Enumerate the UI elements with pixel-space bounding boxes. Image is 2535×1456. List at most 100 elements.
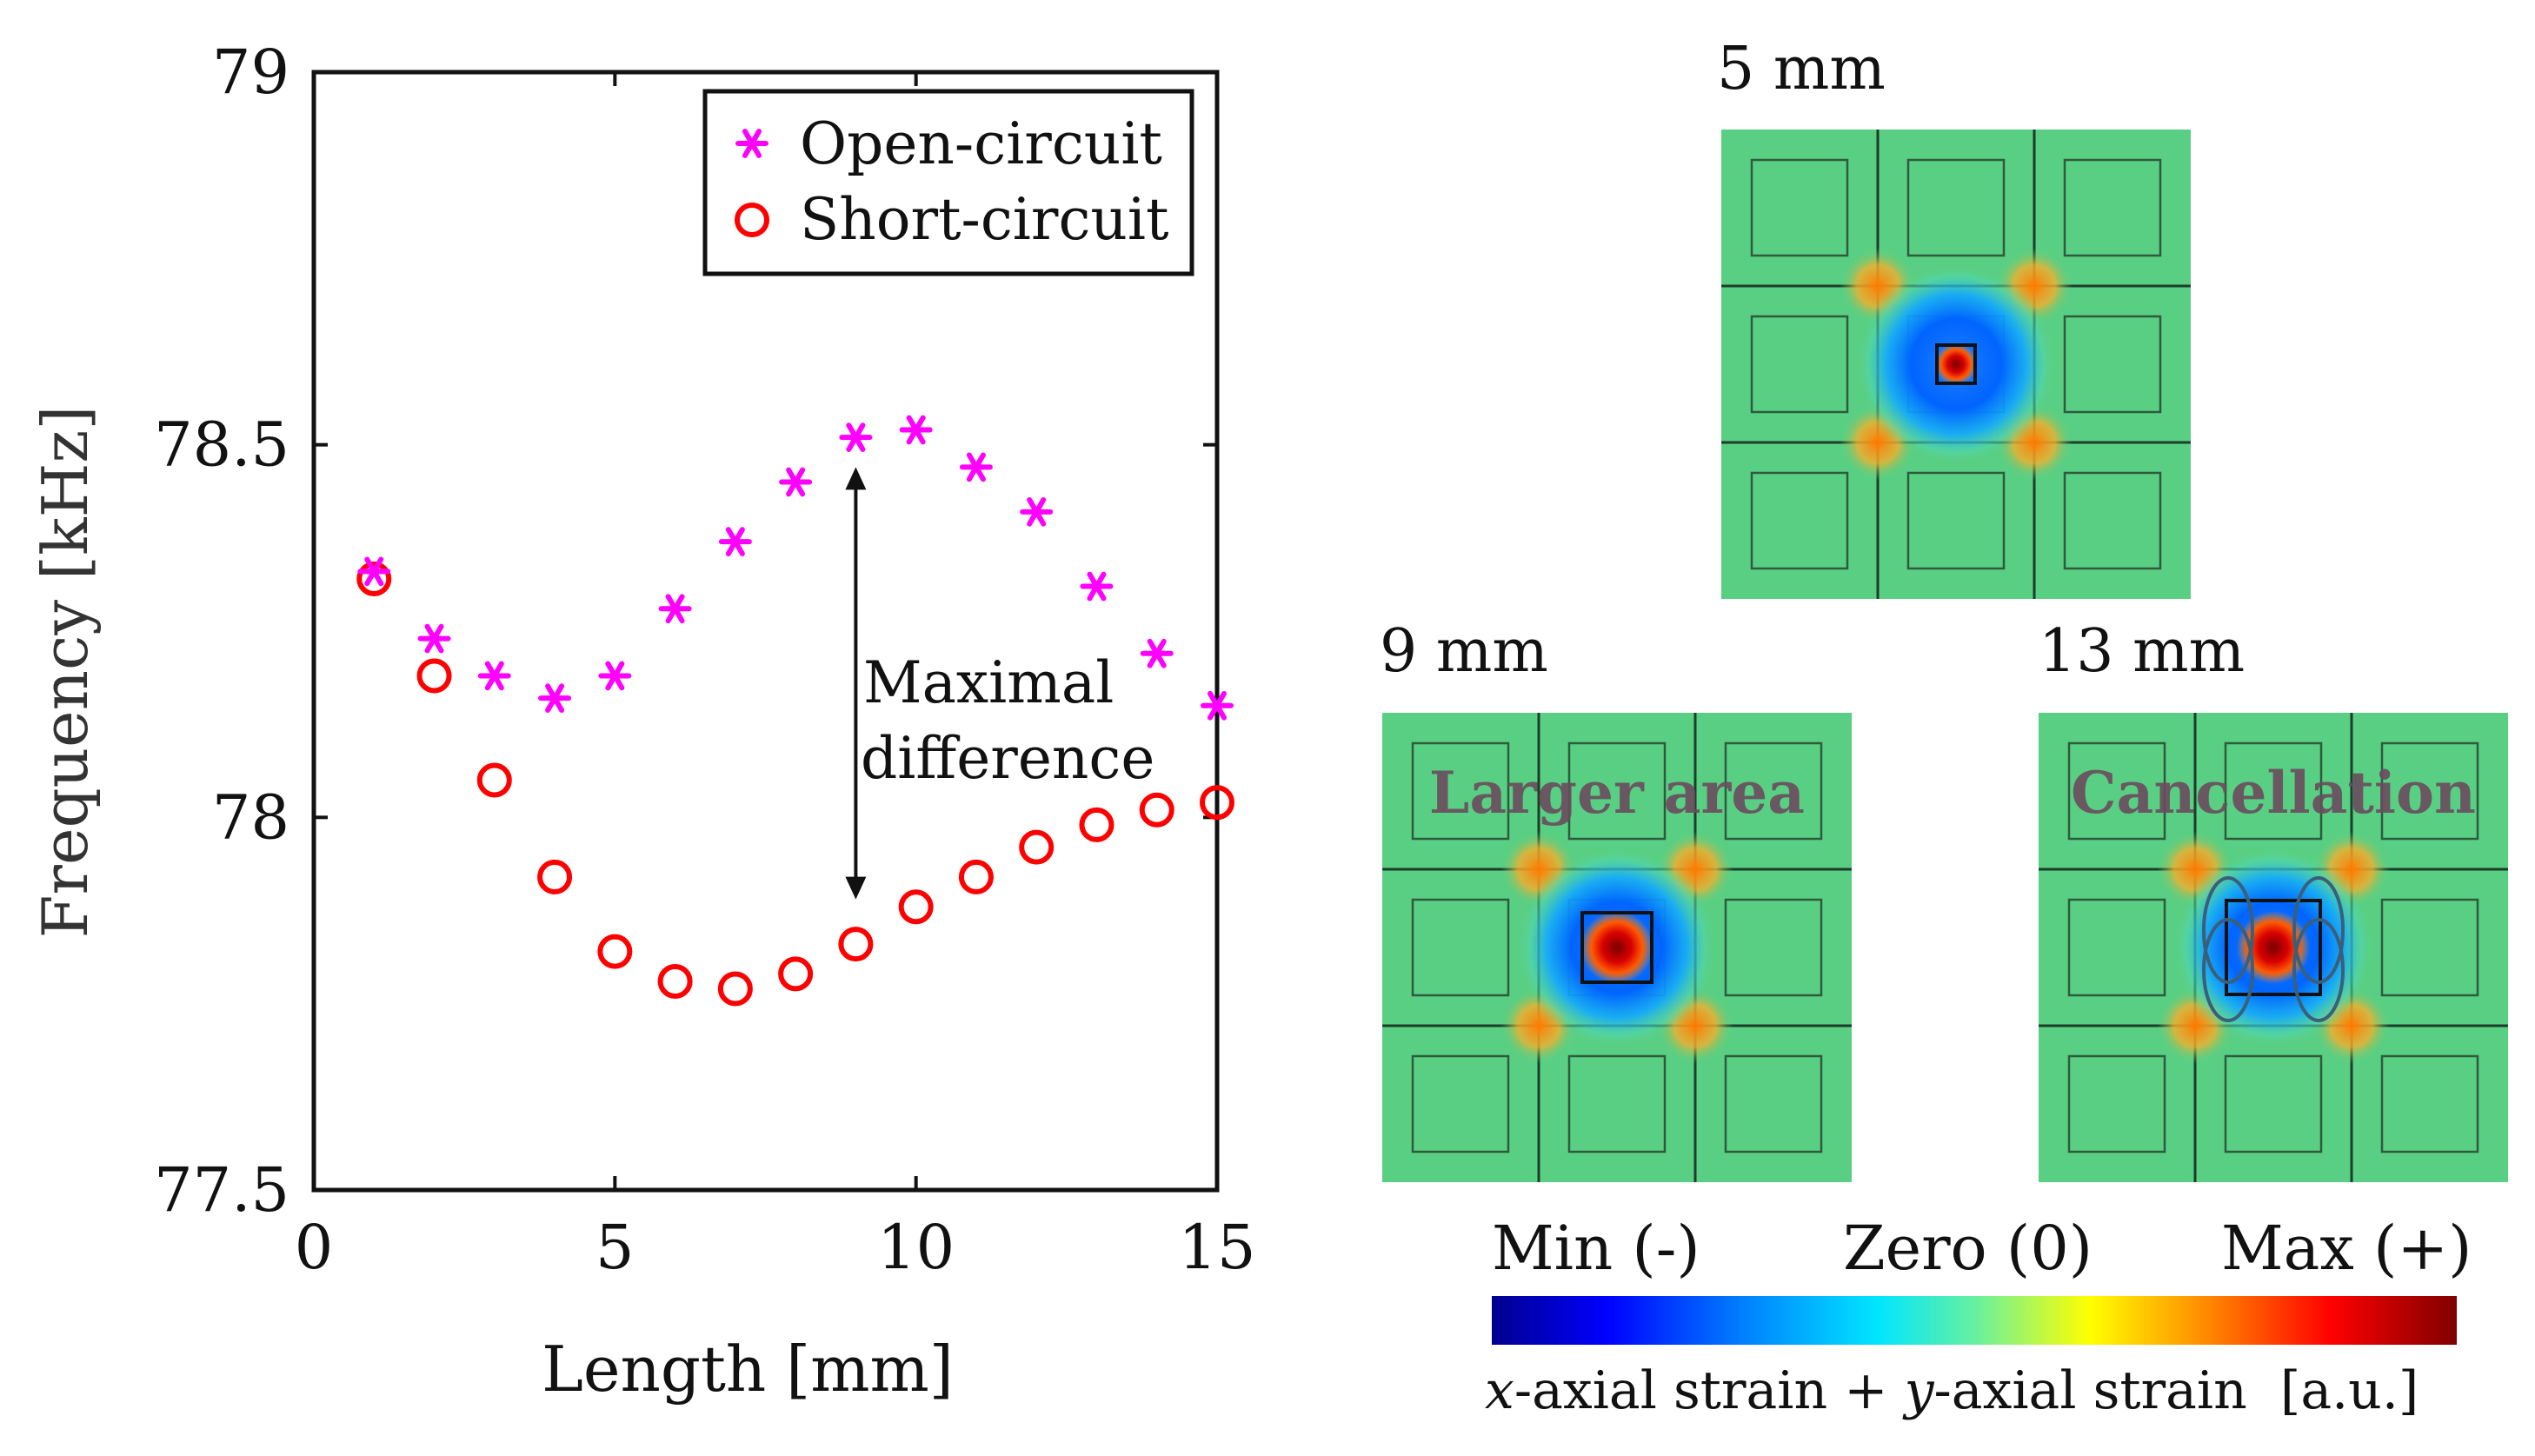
cell-electrode	[2380, 898, 2479, 997]
x-tick-label: 10	[877, 1212, 955, 1283]
strain-map-5mm	[1721, 130, 2191, 599]
cell-electrode	[1411, 898, 1510, 997]
legend-symbol-open	[735, 129, 768, 158]
colorbar-max-label: Max (+)	[2221, 1213, 2472, 1284]
open-circuit-point	[658, 594, 692, 624]
cell-electrode	[1724, 898, 1823, 997]
open-circuit-point	[417, 623, 451, 654]
short-circuit-point	[597, 934, 633, 969]
open-circuit-point	[959, 452, 993, 482]
cell-electrode	[1567, 1054, 1667, 1153]
cell-electrode	[2380, 741, 2479, 841]
legend: Open-circuit Short-circuit	[702, 89, 1194, 276]
x-tick-label: 0	[295, 1212, 334, 1283]
short-circuit-point	[838, 927, 874, 962]
strain-map-9mm: Larger area	[1382, 713, 1852, 1182]
open-circuit-point	[538, 683, 572, 714]
open-circuit-point	[357, 556, 391, 587]
cancellation-region	[2202, 876, 2254, 984]
legend-asterisk	[735, 129, 768, 158]
cancellation-region	[2292, 918, 2345, 1022]
tensile-core	[2237, 911, 2310, 984]
y-tick-label: 78	[212, 781, 289, 853]
x-tick-label: 5	[595, 1212, 635, 1283]
strain-y-var: y	[1904, 1360, 1934, 1421]
y-tick-label: 79	[212, 37, 289, 108]
tensile-core	[1935, 343, 1977, 385]
cell-electrode	[1724, 741, 1823, 841]
open-circuit-point	[1080, 571, 1114, 602]
strain-unit: [a.u.]	[2279, 1360, 2419, 1421]
colorbar-min-label: Min (-)	[1492, 1213, 1700, 1284]
open-circuit-point	[1020, 496, 1054, 527]
legend-circle	[735, 203, 769, 237]
cell-electrode	[1567, 741, 1667, 841]
cell-electrode	[1750, 158, 1849, 257]
legend-symbol-short	[735, 203, 769, 237]
map-note: Larger area	[1429, 759, 1805, 827]
y-tick-label: 77.5	[154, 1154, 289, 1226]
cell-electrode	[2380, 1054, 2479, 1153]
center-electrode	[1935, 343, 1977, 385]
legend-box	[702, 89, 1194, 276]
open-circuit-point	[839, 422, 873, 452]
cancellation-region	[2202, 918, 2254, 1022]
cancellation-region	[2292, 876, 2345, 984]
cell-electrode	[2067, 898, 2166, 997]
strain-y-text: -axial strain	[1933, 1360, 2247, 1421]
cell-electrode	[1750, 471, 1849, 570]
map-title-13mm: 13 mm	[2039, 617, 2246, 686]
open-circuit-point	[1140, 638, 1174, 668]
legend-label-short: Short-circuit	[800, 186, 1169, 253]
cell-electrode	[1724, 1054, 1823, 1153]
short-circuit-point	[416, 658, 452, 694]
strain-x-var: x	[1485, 1360, 1514, 1421]
short-circuit-point	[1019, 829, 1055, 865]
cell-electrode	[2063, 471, 2162, 570]
cell-electrode	[2063, 315, 2162, 414]
short-circuit-point	[778, 956, 814, 992]
colorbar	[1492, 1296, 2457, 1345]
data-markers	[356, 415, 1234, 1007]
open-circuit-point	[779, 467, 813, 497]
cell-electrode	[1411, 741, 1510, 841]
strain-map-13mm: Cancellation	[2039, 713, 2508, 1182]
map-note: Cancellation	[2071, 759, 2476, 827]
cell-electrode	[2224, 741, 2323, 841]
cell-electrode	[2067, 1054, 2166, 1153]
open-circuit-point	[899, 415, 933, 445]
x-axis-label: Length [mm]	[542, 1333, 954, 1406]
map-title-9mm: 9 mm	[1380, 617, 1548, 686]
strain-x-text: -axial strain +	[1514, 1360, 1905, 1421]
max-difference-annotation: Maximal difference	[845, 467, 1154, 900]
cell-electrode	[2067, 741, 2166, 841]
cell-electrode	[1906, 471, 2006, 570]
strain-map-5mm-graphic	[1721, 130, 2191, 599]
short-circuit-point	[476, 762, 512, 798]
short-circuit-point	[898, 889, 934, 925]
frequency-chart: 77.5 78 78.5 79 0 5 10 15 Length [mm] Frequenc…	[29, 37, 1256, 1406]
center-electrode	[1580, 911, 1653, 984]
center-electrode	[2225, 899, 2322, 996]
short-circuit-point	[356, 561, 392, 596]
cell-electrode	[1906, 158, 2006, 257]
short-circuit-point	[1200, 785, 1234, 821]
y-tick-label: 78.5	[154, 409, 289, 481]
colorbar-zero-label: Zero (0)	[1843, 1213, 2093, 1284]
short-circuit-point	[1079, 807, 1114, 842]
arrow-head-bottom	[845, 876, 867, 900]
short-circuit-point	[1139, 792, 1174, 828]
arrow-head-top	[845, 467, 867, 490]
annotation-line2: difference	[861, 725, 1154, 792]
open-circuit-point	[718, 527, 752, 556]
x-tick-labels: 0 5 10 15	[295, 1212, 1256, 1283]
open-circuit-point	[598, 661, 632, 691]
open-circuit-point	[477, 661, 511, 691]
short-circuit-point	[958, 859, 994, 894]
map-title-5mm: 5 mm	[1717, 35, 1886, 103]
short-circuit-point	[657, 963, 693, 999]
cell-electrode	[2063, 158, 2162, 257]
cell-electrode	[2224, 1054, 2323, 1153]
colorbar-quantity-label: x-axial strain + y-axial strain [a.u.]	[1485, 1360, 2419, 1421]
plot-frame	[311, 70, 1220, 1193]
